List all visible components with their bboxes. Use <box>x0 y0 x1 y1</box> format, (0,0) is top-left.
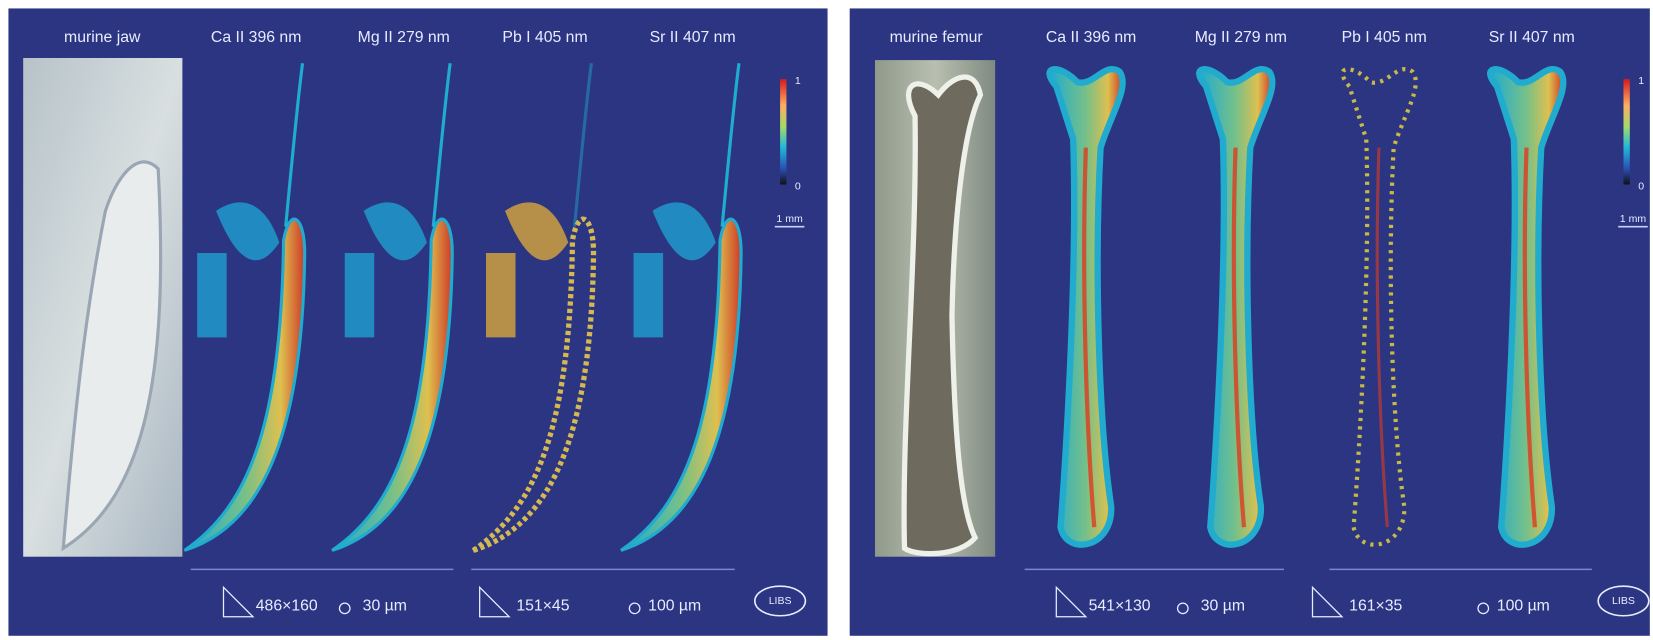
logo-text: LIBS <box>769 595 792 607</box>
map-label: Ca II 396 nm <box>211 29 301 46</box>
colorbar <box>780 79 787 185</box>
element-map <box>331 63 454 552</box>
step-icon <box>628 602 641 615</box>
step-icon <box>338 602 351 615</box>
element-map <box>1340 67 1418 547</box>
ruler-icon <box>222 585 255 618</box>
map-label: Ca II 396 nm <box>1046 29 1136 46</box>
grid-size: 541×130 <box>1089 597 1151 614</box>
map-patch <box>344 202 427 338</box>
element-map <box>471 63 597 553</box>
sample-label: murine femur <box>890 29 983 46</box>
colorbar-min: 0 <box>795 180 801 192</box>
map-label: Sr II 407 nm <box>1489 29 1575 46</box>
map-shape <box>1340 67 1418 547</box>
photo-jaw <box>61 160 163 552</box>
step-icon <box>1176 602 1189 615</box>
map-patch <box>485 202 569 338</box>
colorbar-max: 1 <box>1638 75 1644 87</box>
colorbar-max: 1 <box>795 75 801 87</box>
map-core <box>1522 147 1538 528</box>
logo-ring <box>754 585 807 617</box>
ruler-icon <box>479 585 511 618</box>
scale-bar-label: 1 mm <box>776 213 803 225</box>
grid-size: 151×45 <box>516 597 569 614</box>
colorbar <box>1623 79 1630 185</box>
map-tail <box>284 63 305 227</box>
map-tail <box>431 63 452 227</box>
map-shape <box>183 217 307 552</box>
step-size: 100 µm <box>648 597 701 614</box>
photo-femur <box>901 74 984 557</box>
map-patch <box>197 202 280 338</box>
logo-ring <box>1597 585 1650 617</box>
panels: murine jaw Ca II 396 nm Mg II 279 nm Pb I 4… <box>8 8 1650 636</box>
ruler-icon <box>1311 585 1344 618</box>
map-shape <box>471 216 597 553</box>
step-size: 30 µm <box>1201 597 1245 614</box>
scale-bar-label: 1 mm <box>1620 213 1647 225</box>
map-core <box>1375 147 1389 528</box>
grid-size: 161×35 <box>1349 597 1402 614</box>
map-label: Pb I 405 nm <box>1342 29 1427 46</box>
step-icon <box>1477 602 1490 615</box>
map-shape <box>331 217 454 552</box>
element-map <box>1046 66 1126 548</box>
element-map <box>1196 66 1276 548</box>
element-map <box>620 63 743 552</box>
colorbar-min: 0 <box>1638 180 1644 192</box>
map-label: Mg II 279 nm <box>358 29 450 46</box>
ruler-icon <box>1055 585 1088 618</box>
map-label: Pb I 405 nm <box>502 29 587 46</box>
map-tail <box>572 63 593 227</box>
map-core <box>1082 147 1097 528</box>
map-shape <box>620 217 743 552</box>
map-tail <box>720 63 741 227</box>
element-map <box>183 63 307 552</box>
element-map <box>1487 66 1567 548</box>
step-size: 100 µm <box>1497 597 1550 614</box>
sample-label: murine jaw <box>64 29 141 46</box>
map-patch <box>633 202 716 338</box>
map-label: Sr II 407 nm <box>650 29 736 46</box>
map-label: Mg II 279 nm <box>1195 29 1287 46</box>
step-size: 30 µm <box>363 597 407 614</box>
grid-size: 486×160 <box>256 597 318 614</box>
logo-text: LIBS <box>1612 595 1635 607</box>
map-core <box>1231 147 1247 528</box>
